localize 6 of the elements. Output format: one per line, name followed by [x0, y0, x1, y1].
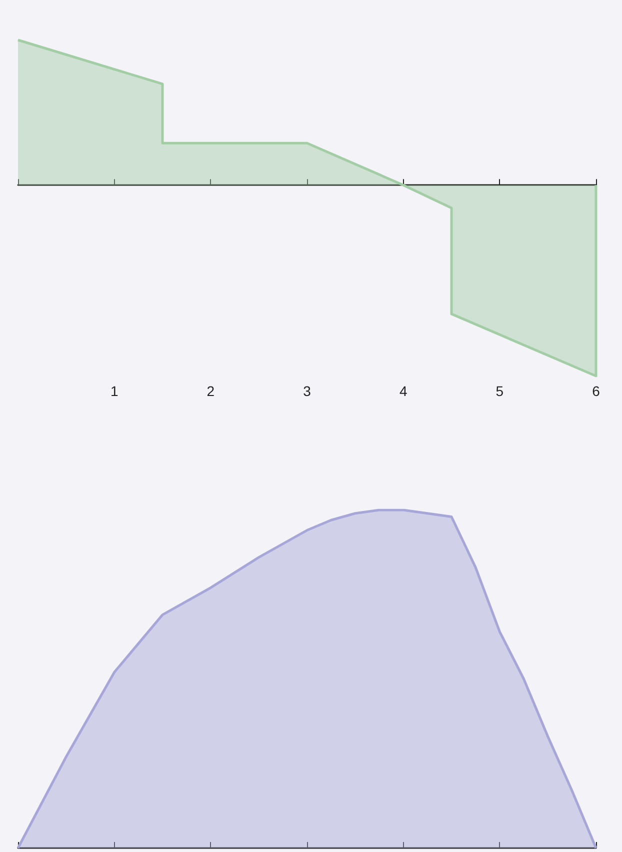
x-tick-label: 2 [206, 383, 215, 399]
x-tick-label: 4 [399, 383, 408, 399]
x-tick-label: 6 [592, 383, 600, 399]
x-tick-label: 5 [496, 383, 504, 399]
x-tick-label: 1 [110, 383, 118, 399]
x-tick-label: 3 [303, 383, 312, 399]
